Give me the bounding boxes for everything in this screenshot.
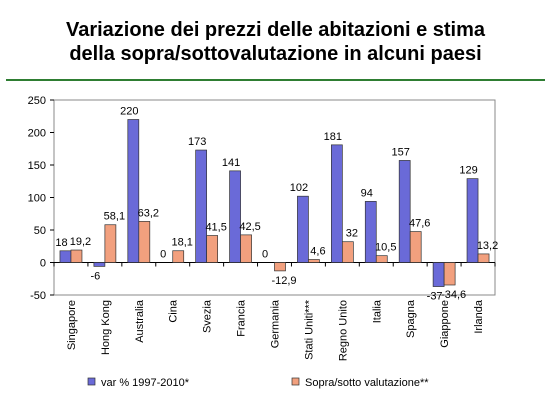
data-label-var-percent: 220: [120, 106, 138, 118]
x-category-label: Germania: [270, 299, 282, 348]
bar-var-percent: [93, 262, 106, 267]
bar-sopra-sotto: [409, 231, 422, 263]
x-category-label: Spagna: [405, 299, 417, 338]
bar-sopra-sotto: [70, 249, 83, 263]
bar-var-percent: [59, 250, 72, 263]
x-category-label: Irlanda: [473, 299, 485, 334]
bar-sopra-sotto: [206, 235, 219, 263]
legend-swatch-var-percent: [87, 377, 96, 386]
x-category-label: Stati Uniti***: [303, 299, 315, 360]
bar-var-percent: [364, 201, 377, 263]
legend-swatch-sopra-sotto: [291, 377, 300, 386]
data-label-var-percent: 102: [290, 182, 308, 194]
data-label-sopra-sotto: 32: [346, 228, 358, 240]
bar-sopra-sotto: [274, 262, 286, 272]
data-label-sopra-sotto: 18,1: [172, 237, 193, 249]
y-tick-label: 200: [28, 128, 46, 140]
y-tick-label: 250: [28, 95, 46, 107]
data-label-var-percent: -37: [427, 291, 443, 303]
bar-sopra-sotto: [240, 234, 252, 263]
bar-sopra-sotto: [172, 250, 185, 263]
y-tick-label: 150: [28, 160, 46, 172]
chart-title-line-1: Variazione dei prezzi delle abitazioni e…: [65, 19, 486, 41]
data-label-var-percent: 0: [262, 249, 268, 261]
x-category-label: Svezia: [202, 299, 214, 333]
data-label-sopra-sotto: 13,2: [477, 240, 498, 252]
data-label-var-percent: 157: [392, 146, 410, 158]
data-label-sopra-sotto: 41,5: [205, 222, 226, 234]
data-label-sopra-sotto: 19,2: [70, 236, 91, 248]
data-label-var-percent: 141: [222, 157, 240, 169]
bar-var-percent: [466, 178, 479, 263]
x-category-label: Giappone: [439, 300, 451, 348]
legend-label-sopra-sotto: Sopra/sotto valutazione**: [305, 377, 429, 389]
bar-var-percent: [398, 160, 411, 263]
bar-var-percent: [229, 170, 241, 263]
y-tick-label: -50: [30, 290, 46, 302]
data-label-var-percent: 18: [55, 237, 67, 249]
data-label-sopra-sotto: 10,5: [375, 242, 396, 254]
x-category-label: Regno Unito: [337, 300, 349, 361]
chart-title: Variazione dei prezzi delle abitazioni e…: [0, 18, 551, 66]
bar-sopra-sotto: [138, 221, 151, 263]
data-label-var-percent: 0: [160, 249, 166, 261]
x-category-label: Australia: [134, 299, 146, 343]
bar-sopra-sotto: [477, 253, 490, 263]
x-category-label: Singapore: [66, 300, 78, 350]
data-label-sopra-sotto: 58,1: [104, 211, 125, 223]
data-label-var-percent: 173: [188, 136, 206, 148]
data-label-sopra-sotto: 47,6: [409, 218, 430, 230]
bar-sopra-sotto: [443, 262, 456, 286]
bar-sopra-sotto: [308, 259, 320, 263]
data-label-sopra-sotto: 42,5: [239, 221, 260, 233]
y-tick-label: 50: [34, 225, 46, 237]
y-tick-label: 100: [28, 193, 46, 205]
bar-sopra-sotto: [375, 255, 388, 263]
bar-var-percent: [330, 144, 343, 263]
data-label-sopra-sotto: 63,2: [138, 207, 159, 219]
bar-sopra-sotto: [341, 241, 354, 263]
data-label-var-percent: 181: [324, 131, 342, 143]
data-label-sopra-sotto: -34,6: [441, 289, 466, 301]
bar-var-percent: [195, 149, 208, 263]
data-label-var-percent: -6: [90, 270, 100, 282]
data-label-var-percent: 94: [361, 187, 373, 199]
bar-var-percent: [297, 195, 309, 263]
data-label-sopra-sotto: -12,9: [271, 275, 296, 287]
title-divider: [6, 79, 545, 81]
chart-title-line-2: della sopra/sottovalutazione in alcuni p…: [69, 43, 482, 65]
x-category-label: Hong Kong: [100, 300, 112, 355]
bar-var-percent: [127, 119, 140, 263]
y-tick-label: 0: [40, 258, 46, 270]
bar-var-percent: [432, 262, 445, 287]
legend-label-var-percent: var % 1997-2010*: [101, 377, 190, 389]
x-category-label: Italia: [371, 299, 383, 323]
data-label-sopra-sotto: 4,6: [310, 246, 325, 258]
data-label-var-percent: 129: [459, 165, 477, 177]
x-category-label: Francia: [236, 299, 248, 337]
bar-sopra-sotto: [104, 224, 117, 263]
x-category-label: Cina: [168, 299, 180, 323]
